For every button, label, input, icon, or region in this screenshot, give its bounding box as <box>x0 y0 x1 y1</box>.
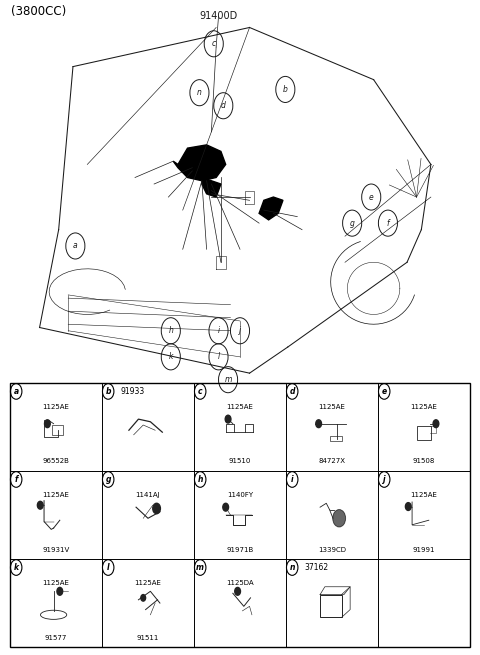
Polygon shape <box>202 178 221 197</box>
Text: j: j <box>239 326 241 335</box>
Polygon shape <box>173 145 226 181</box>
Circle shape <box>433 420 439 428</box>
Text: f: f <box>14 475 18 484</box>
Text: 1125AE: 1125AE <box>410 404 437 410</box>
Polygon shape <box>259 197 283 220</box>
Circle shape <box>235 588 240 595</box>
Bar <box>330 436 342 441</box>
Bar <box>417 426 431 440</box>
Text: j: j <box>383 475 385 484</box>
Text: e: e <box>382 387 387 396</box>
Text: d: d <box>221 102 226 110</box>
Text: h: h <box>197 475 203 484</box>
Circle shape <box>225 415 231 423</box>
Text: 91933: 91933 <box>120 387 144 396</box>
Text: l: l <box>217 352 219 362</box>
Text: 91971B: 91971B <box>227 546 253 553</box>
Text: l: l <box>107 563 109 572</box>
Circle shape <box>141 595 145 601</box>
Bar <box>320 595 342 618</box>
Text: b: b <box>283 85 288 94</box>
Circle shape <box>45 420 50 428</box>
Text: 1125AE: 1125AE <box>43 580 70 586</box>
Text: 1125AE: 1125AE <box>319 404 346 410</box>
Text: 1125AE: 1125AE <box>227 404 253 410</box>
Text: a: a <box>13 387 19 396</box>
Text: (3800CC): (3800CC) <box>11 5 66 18</box>
Text: i: i <box>291 475 294 484</box>
Text: n: n <box>289 563 295 572</box>
Text: 91510: 91510 <box>229 458 251 464</box>
Text: 1125AE: 1125AE <box>134 580 161 586</box>
Text: b: b <box>106 387 111 396</box>
Text: a: a <box>73 242 78 250</box>
Circle shape <box>333 510 346 527</box>
Bar <box>52 425 63 436</box>
Text: 1339CD: 1339CD <box>318 546 346 553</box>
Text: f: f <box>386 219 389 228</box>
Text: 96552B: 96552B <box>43 458 70 464</box>
Text: 1125AE: 1125AE <box>43 404 70 410</box>
Text: 1125DA: 1125DA <box>226 580 254 586</box>
Text: 91577: 91577 <box>45 635 67 641</box>
Text: n: n <box>197 88 202 97</box>
Circle shape <box>57 588 63 595</box>
Circle shape <box>37 501 43 509</box>
Circle shape <box>153 503 160 514</box>
Text: m: m <box>224 375 232 384</box>
Text: 1140FY: 1140FY <box>227 492 253 498</box>
Text: 91508: 91508 <box>413 458 435 464</box>
Text: 91511: 91511 <box>137 635 159 641</box>
Text: 1125AE: 1125AE <box>43 492 70 498</box>
Text: m: m <box>196 563 204 572</box>
Text: 37162: 37162 <box>304 563 328 572</box>
Text: 1141AJ: 1141AJ <box>136 492 160 498</box>
Text: d: d <box>289 387 295 396</box>
Text: i: i <box>217 326 219 335</box>
Text: 84727X: 84727X <box>319 458 346 464</box>
Text: 91400D: 91400D <box>199 11 238 21</box>
Text: c: c <box>212 39 216 48</box>
Circle shape <box>223 503 228 511</box>
Text: 1125AE: 1125AE <box>410 492 437 498</box>
Text: k: k <box>13 563 19 572</box>
Text: h: h <box>168 326 173 335</box>
Text: e: e <box>369 193 373 202</box>
Circle shape <box>406 502 411 510</box>
Text: c: c <box>198 387 203 396</box>
Text: k: k <box>168 352 173 362</box>
Text: g: g <box>106 475 111 484</box>
Text: 91991: 91991 <box>413 546 435 553</box>
Text: g: g <box>350 219 355 228</box>
Circle shape <box>316 420 322 428</box>
Text: 91931V: 91931V <box>42 546 70 553</box>
Bar <box>10 383 470 647</box>
